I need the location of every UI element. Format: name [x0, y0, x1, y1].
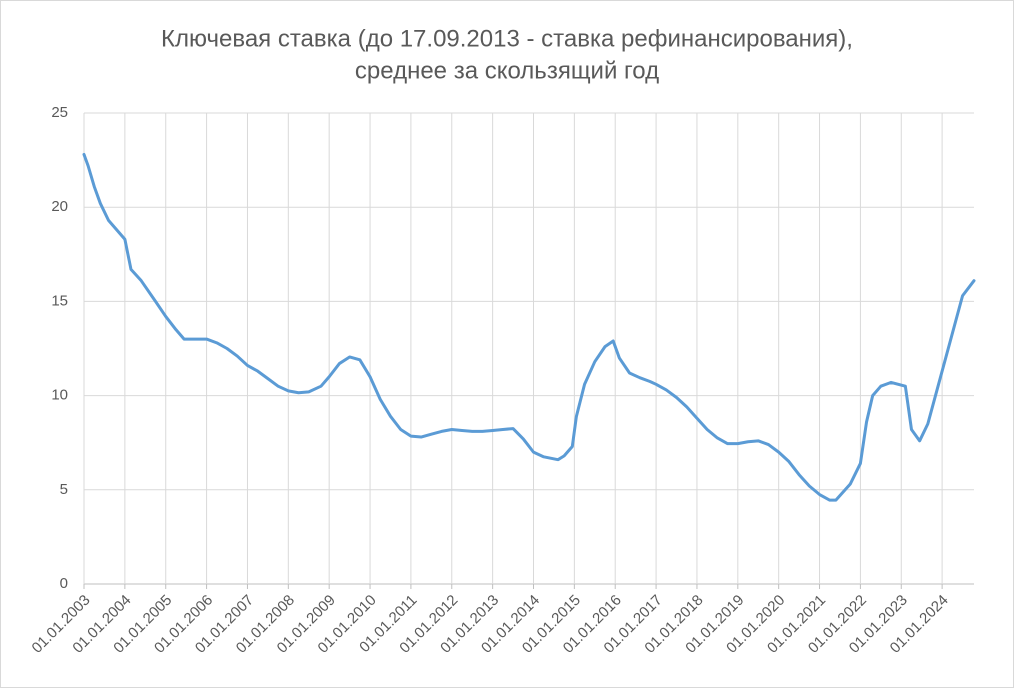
y-tick-label: 5 [60, 481, 68, 498]
y-tick-label: 20 [51, 198, 68, 215]
y-tick-label: 25 [51, 104, 68, 121]
y-tick-label: 15 [51, 292, 68, 309]
chart-title: среднее за скользящий год [355, 57, 659, 84]
y-tick-label: 10 [51, 387, 68, 404]
y-tick-label: 0 [60, 575, 68, 592]
data-line [82, 152, 976, 502]
chart-title: Ключевая ставка (до 17.09.2013 - ставка … [161, 25, 853, 52]
